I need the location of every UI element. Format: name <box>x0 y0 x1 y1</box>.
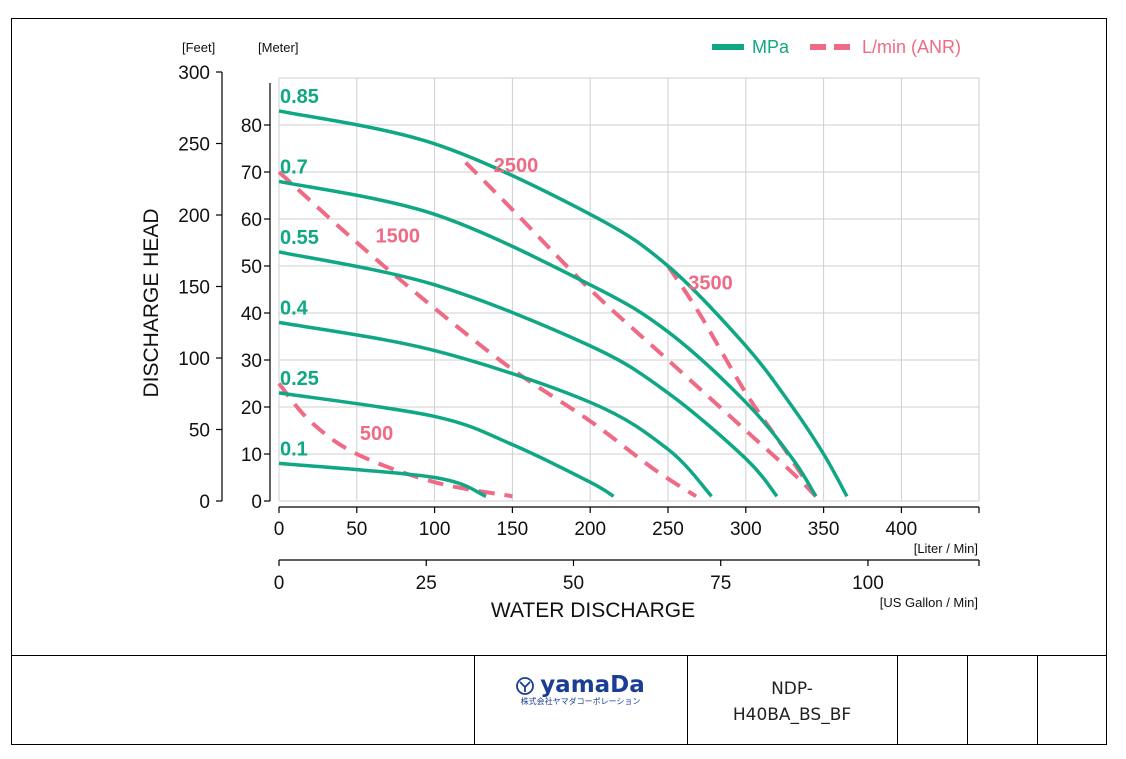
y-meter-tick-label: 0 <box>251 492 262 513</box>
airflow-curve-500 <box>277 382 513 499</box>
x-liter-tick-label: 50 <box>346 519 367 540</box>
y-meter-unit: [Meter] <box>258 40 298 55</box>
x-gallon-tick-label: 25 <box>416 573 437 594</box>
x-liter-unit: [Liter / Min] <box>914 541 978 556</box>
y-feet-tick-label: 300 <box>178 63 210 84</box>
pressure-curve-label: 0.4 <box>280 297 309 319</box>
model-number: NDP- H40BA_BS_BF <box>732 679 852 725</box>
pressure-curve-label: 0.1 <box>280 438 308 460</box>
footer-divider-3 <box>897 655 898 745</box>
x-gallon-tick-label: 75 <box>710 573 731 594</box>
y-feet-tick-label: 50 <box>189 421 210 442</box>
airflow-curve-label: 3500 <box>688 273 733 295</box>
y-meter-tick-label: 10 <box>241 445 262 466</box>
y-meter-tick-label: 40 <box>241 304 262 325</box>
x-liter-tick-label: 300 <box>730 519 762 540</box>
pressure-curve-0.1 <box>278 461 487 498</box>
document-frame <box>11 18 1107 745</box>
y-feet-tick-label: 150 <box>178 278 210 299</box>
pressure-curve-0.85 <box>278 109 849 498</box>
airflow-curve-label: 2500 <box>494 155 539 177</box>
footer-divider-5 <box>1037 655 1038 745</box>
x-liter-tick-label: 100 <box>419 519 451 540</box>
pressure-curve-label: 0.25 <box>280 368 319 390</box>
pressure-curve-0.4 <box>278 320 713 498</box>
y-meter-tick-label: 60 <box>241 210 262 231</box>
pressure-curve-label: 0.85 <box>280 86 319 108</box>
y-meter-tick-label: 30 <box>241 351 262 372</box>
airflow-curve-2500 <box>464 161 818 498</box>
footer-top-border <box>11 655 1107 656</box>
airflow-curve-label: 500 <box>360 423 393 445</box>
footer-divider-1 <box>474 655 475 745</box>
x-axis-title: WATER DISCHARGE <box>491 599 695 622</box>
y-feet-unit: [Feet] <box>182 40 215 55</box>
airflow-curve-3500 <box>666 264 818 498</box>
footer-divider-2 <box>687 655 688 745</box>
x-liter-tick-label: 150 <box>497 519 529 540</box>
logo-company-name: 株式会社ヤマダコーポレーション <box>520 697 641 706</box>
airflow-curve-label: 1500 <box>375 226 420 248</box>
legend-label-airflow: L/min (ANR) <box>862 37 961 57</box>
y-feet-tick-label: 200 <box>178 206 210 227</box>
y-meter-tick-label: 20 <box>241 398 262 419</box>
airflow-curve-1500 <box>277 170 698 498</box>
x-gallon-tick-label: 0 <box>274 573 285 594</box>
pressure-curve-0.7 <box>278 179 818 498</box>
x-liter-tick-label: 400 <box>886 519 918 540</box>
pressure-curve-label: 0.55 <box>280 227 319 249</box>
y-feet-tick-label: 100 <box>178 349 210 370</box>
y-feet-tick-label: 250 <box>178 135 210 156</box>
x-gallon-unit: [US Gallon / Min] <box>880 595 978 610</box>
y-meter-tick-label: 80 <box>241 116 262 137</box>
yamada-emblem-icon <box>516 677 535 695</box>
y-axis-title: DISCHARGE HEAD <box>140 208 163 397</box>
pressure-curve-0.55 <box>278 250 779 498</box>
logo-wordmark: yamaDa <box>540 672 645 698</box>
x-liter-tick-label: 250 <box>652 519 684 540</box>
legend-label-pressure: MPa <box>752 37 790 57</box>
x-liter-tick-label: 350 <box>808 519 840 540</box>
y-feet-tick-label: 0 <box>199 492 210 513</box>
x-liter-tick-label: 200 <box>574 519 606 540</box>
company-logo: yamaDa 株式会社ヤマダコーポレーション <box>474 656 687 744</box>
footer-divider-4 <box>967 655 968 745</box>
pressure-curve-label: 0.7 <box>280 156 308 178</box>
x-gallon-tick-label: 50 <box>563 573 584 594</box>
pressure-curve-0.25 <box>278 391 615 498</box>
x-liter-tick-label: 0 <box>274 519 285 540</box>
y-meter-tick-label: 50 <box>241 257 262 278</box>
y-meter-tick-label: 70 <box>241 163 262 184</box>
x-gallon-tick-label: 100 <box>852 573 884 594</box>
